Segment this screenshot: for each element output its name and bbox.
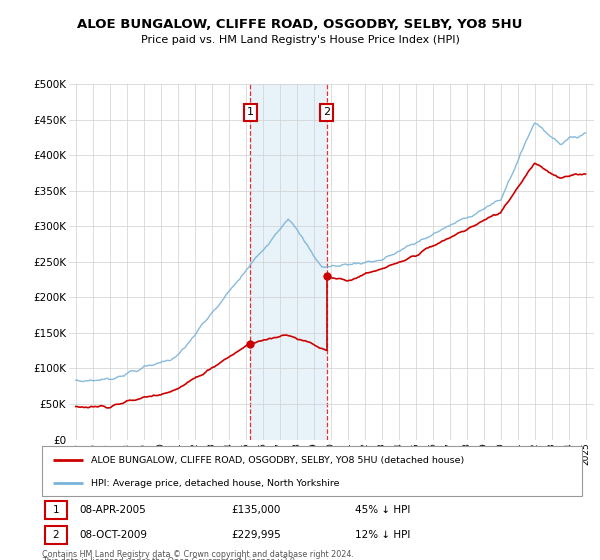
- Text: 12% ↓ HPI: 12% ↓ HPI: [355, 530, 410, 540]
- Text: ALOE BUNGALOW, CLIFFE ROAD, OSGODBY, SELBY, YO8 5HU (detached house): ALOE BUNGALOW, CLIFFE ROAD, OSGODBY, SEL…: [91, 456, 464, 465]
- Text: 2: 2: [53, 530, 59, 540]
- Text: £135,000: £135,000: [231, 505, 280, 515]
- Text: Price paid vs. HM Land Registry's House Price Index (HPI): Price paid vs. HM Land Registry's House …: [140, 35, 460, 45]
- Text: 2: 2: [323, 108, 331, 118]
- Text: 45% ↓ HPI: 45% ↓ HPI: [355, 505, 410, 515]
- Bar: [250, 84, 327, 440]
- FancyBboxPatch shape: [45, 526, 67, 544]
- Text: £229,995: £229,995: [231, 530, 281, 540]
- Text: This data is licensed under the Open Government Licence v3.0.: This data is licensed under the Open Gov…: [42, 557, 298, 560]
- Text: 1: 1: [53, 505, 59, 515]
- FancyBboxPatch shape: [42, 446, 582, 496]
- FancyBboxPatch shape: [45, 501, 67, 519]
- Text: 08-OCT-2009: 08-OCT-2009: [80, 530, 148, 540]
- Text: 1: 1: [247, 108, 254, 118]
- Text: 08-APR-2005: 08-APR-2005: [80, 505, 146, 515]
- Text: Contains HM Land Registry data © Crown copyright and database right 2024.: Contains HM Land Registry data © Crown c…: [42, 550, 354, 559]
- Text: HPI: Average price, detached house, North Yorkshire: HPI: Average price, detached house, Nort…: [91, 479, 339, 488]
- Text: ALOE BUNGALOW, CLIFFE ROAD, OSGODBY, SELBY, YO8 5HU: ALOE BUNGALOW, CLIFFE ROAD, OSGODBY, SEL…: [77, 18, 523, 31]
